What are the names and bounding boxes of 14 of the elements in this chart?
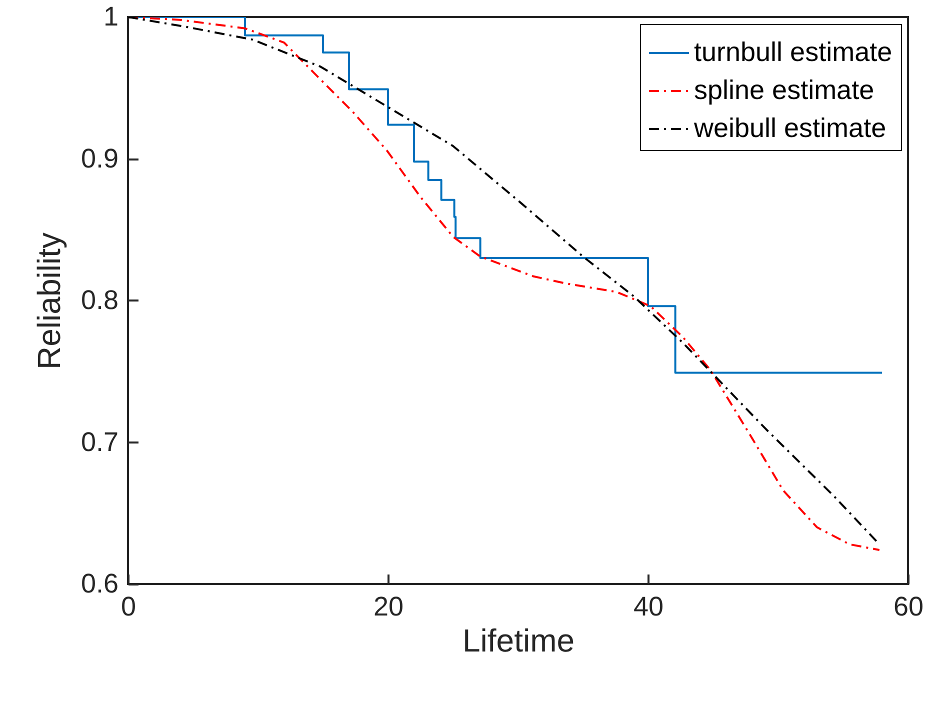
x-tick-label: 0 [120,592,136,622]
x-axis-title: Lifetime [462,622,575,658]
legend-label: spline estimate [694,75,874,105]
y-tick-label: 0.6 [80,568,118,598]
x-tick-label: 20 [373,592,404,622]
y-tick-label: 0.8 [80,285,118,315]
legend-label: weibull estimate [693,113,886,143]
y-tick-label: 0.7 [80,426,118,457]
y-tick-label: 0.9 [80,143,118,174]
y-tick-label: 1 [103,2,118,32]
x-tick-label: 60 [893,592,924,622]
legend-label: turnbull estimate [694,37,892,67]
x-tick-label: 40 [633,592,664,622]
y-axis-title: Reliability [30,232,67,370]
